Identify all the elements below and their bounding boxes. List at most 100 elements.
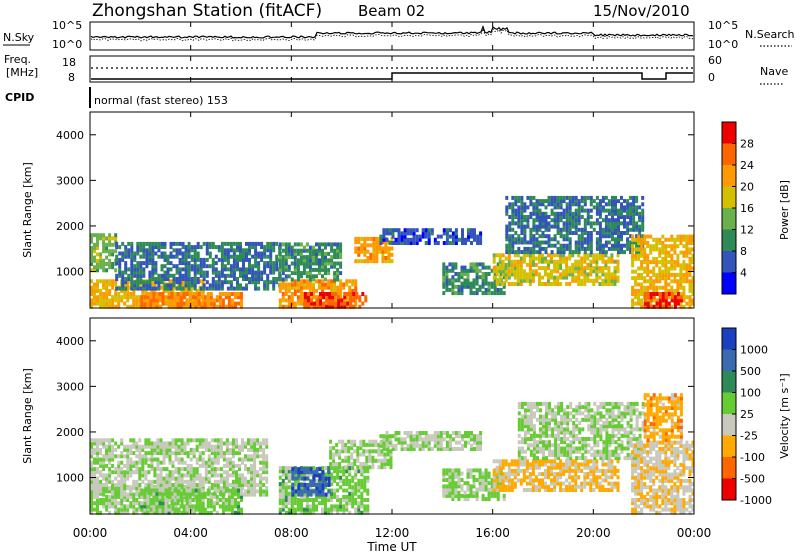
power-cell: [321, 255, 324, 260]
power-cell: [607, 240, 611, 245]
power-cell: [284, 242, 288, 247]
velocity-cell: [386, 458, 390, 463]
velocity-cell: [356, 446, 360, 451]
velocity-cell: [155, 501, 159, 506]
velocity-cell: [357, 494, 361, 499]
power-cell: [611, 202, 614, 207]
velocity-cell: [198, 510, 202, 515]
velocity-cell: [291, 483, 295, 487]
velocity-cell: [308, 498, 312, 502]
power-cell: [129, 295, 133, 300]
velocity-cell: [377, 449, 381, 454]
power-cell: [173, 295, 177, 300]
power-colorbar-swatch: [722, 272, 736, 294]
power-cell: [339, 264, 343, 269]
velocity-cell: [120, 483, 124, 487]
power-cell: [391, 231, 395, 236]
power-cell: [589, 246, 593, 251]
velocity-cell: [132, 451, 136, 456]
power-cell: [505, 231, 509, 235]
power-cell: [315, 261, 318, 266]
power-cell: [604, 224, 608, 229]
power-cell: [577, 208, 581, 213]
velocity-cell: [185, 504, 189, 509]
power-cell: [601, 259, 605, 264]
power-cell: [354, 279, 358, 284]
power-cell: [151, 251, 155, 256]
power-cell: [574, 224, 578, 229]
power-cell: [209, 295, 213, 300]
velocity-cell: [253, 486, 257, 491]
velocity-cell: [309, 470, 313, 475]
velocity-cell: [371, 462, 375, 466]
power-cell: [339, 245, 343, 250]
power-cell: [205, 273, 209, 278]
power-cell: [607, 266, 611, 271]
power-cell: [492, 259, 496, 264]
power-cell: [580, 215, 584, 219]
power-cell: [160, 277, 164, 281]
velocity-cell: [192, 438, 196, 443]
power-cell: [248, 241, 251, 246]
power-cell: [501, 266, 505, 271]
velocity-cell: [144, 441, 148, 446]
power-cell: [355, 292, 359, 296]
velocity-cell: [403, 437, 407, 442]
velocity-cell: [161, 494, 165, 499]
power-cell: [251, 264, 255, 269]
power-cell: [257, 280, 261, 285]
power-cell: [324, 255, 327, 260]
power-cell: [583, 221, 587, 226]
power-cell: [538, 202, 542, 207]
power-cell: [269, 261, 273, 266]
power-cell: [169, 286, 173, 291]
velocity-cell: [360, 498, 364, 502]
velocity-cell: [186, 454, 190, 459]
power-cell: [296, 282, 300, 287]
power-cell: [544, 240, 548, 245]
velocity-cell: [253, 489, 257, 494]
velocity-cell: [339, 498, 343, 502]
velocity-cell: [174, 467, 178, 472]
power-cell: [571, 272, 575, 277]
power-cell: [105, 236, 109, 241]
power-cell: [655, 285, 659, 290]
power-cell: [336, 271, 340, 276]
power-cell: [586, 208, 590, 213]
velocity-cell: [368, 458, 372, 463]
power-cell: [363, 246, 367, 251]
velocity-cell: [332, 455, 336, 460]
power-cell: [528, 259, 532, 264]
velocity-cell: [143, 510, 147, 515]
power-cell: [559, 195, 563, 200]
velocity-cell: [180, 483, 184, 487]
power-cell: [322, 292, 325, 296]
velocity-cell: [177, 460, 181, 465]
power-cell: [664, 266, 668, 271]
velocity-cell: [235, 470, 238, 475]
power-cell: [520, 211, 524, 216]
power-cell: [179, 301, 183, 306]
power-cell: [667, 295, 671, 300]
power-cell: [583, 259, 587, 264]
velocity-cell: [363, 469, 367, 474]
power-cell: [655, 256, 659, 261]
velocity-cell: [253, 438, 257, 443]
power-cell: [535, 215, 539, 219]
power-cell: [589, 259, 593, 264]
velocity-cell: [173, 491, 177, 496]
velocity-cell: [262, 470, 266, 475]
velocity-cell: [321, 483, 325, 487]
power-cell: [136, 248, 140, 253]
power-cell: [516, 266, 520, 271]
power-cell: [652, 244, 656, 249]
power-cell: [211, 267, 215, 272]
power-cell: [221, 301, 225, 306]
velocity-cell: [278, 510, 282, 515]
power-cell: [205, 286, 209, 291]
power-cell: [547, 282, 550, 286]
power-cell: [278, 277, 282, 282]
power-cell: [236, 254, 239, 259]
power-cell: [517, 199, 521, 204]
power-cell: [318, 242, 321, 247]
